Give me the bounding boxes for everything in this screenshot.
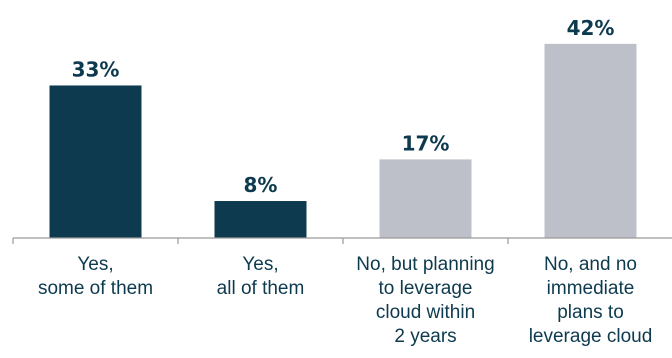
category-label-line: immediate	[547, 278, 635, 299]
x-axis	[12, 237, 672, 244]
category-label-line: all of them	[217, 278, 305, 299]
bar	[214, 201, 307, 238]
bar-value-label: 33%	[72, 57, 120, 81]
category-label-line: to leverage	[378, 278, 472, 299]
category-label-line: 2 years	[394, 326, 456, 347]
category-label-line: Yes,	[77, 254, 113, 275]
bar-value-label: 17%	[402, 131, 450, 155]
bar	[544, 43, 637, 238]
category-label-line: No, and no	[544, 254, 637, 275]
bar-value-label: 42%	[567, 16, 615, 40]
category-label: No, and no immediate plans to leverage clou…	[529, 254, 653, 347]
category-label-line: Yes,	[242, 254, 278, 275]
category-label: Yes, all of them	[217, 254, 305, 299]
category-labels-group: Yes, some of them Yes, all of them No, but p…	[38, 254, 652, 347]
category-label: No, but planning to leverage cloud within 2…	[356, 254, 494, 347]
category-label: Yes, some of them	[38, 254, 153, 299]
bar-value-label: 8%	[244, 173, 278, 197]
category-label-line: some of them	[38, 278, 153, 299]
category-label-line: No, but planning	[356, 254, 494, 275]
category-label-line: leverage cloud	[529, 326, 653, 347]
category-label-line: plans to	[557, 302, 624, 323]
category-label-line: cloud within	[376, 302, 475, 323]
value-labels-group: 33% 8% 17% 42%	[72, 16, 615, 197]
bars-group	[49, 43, 637, 238]
bar	[379, 159, 472, 238]
bar	[49, 85, 142, 238]
